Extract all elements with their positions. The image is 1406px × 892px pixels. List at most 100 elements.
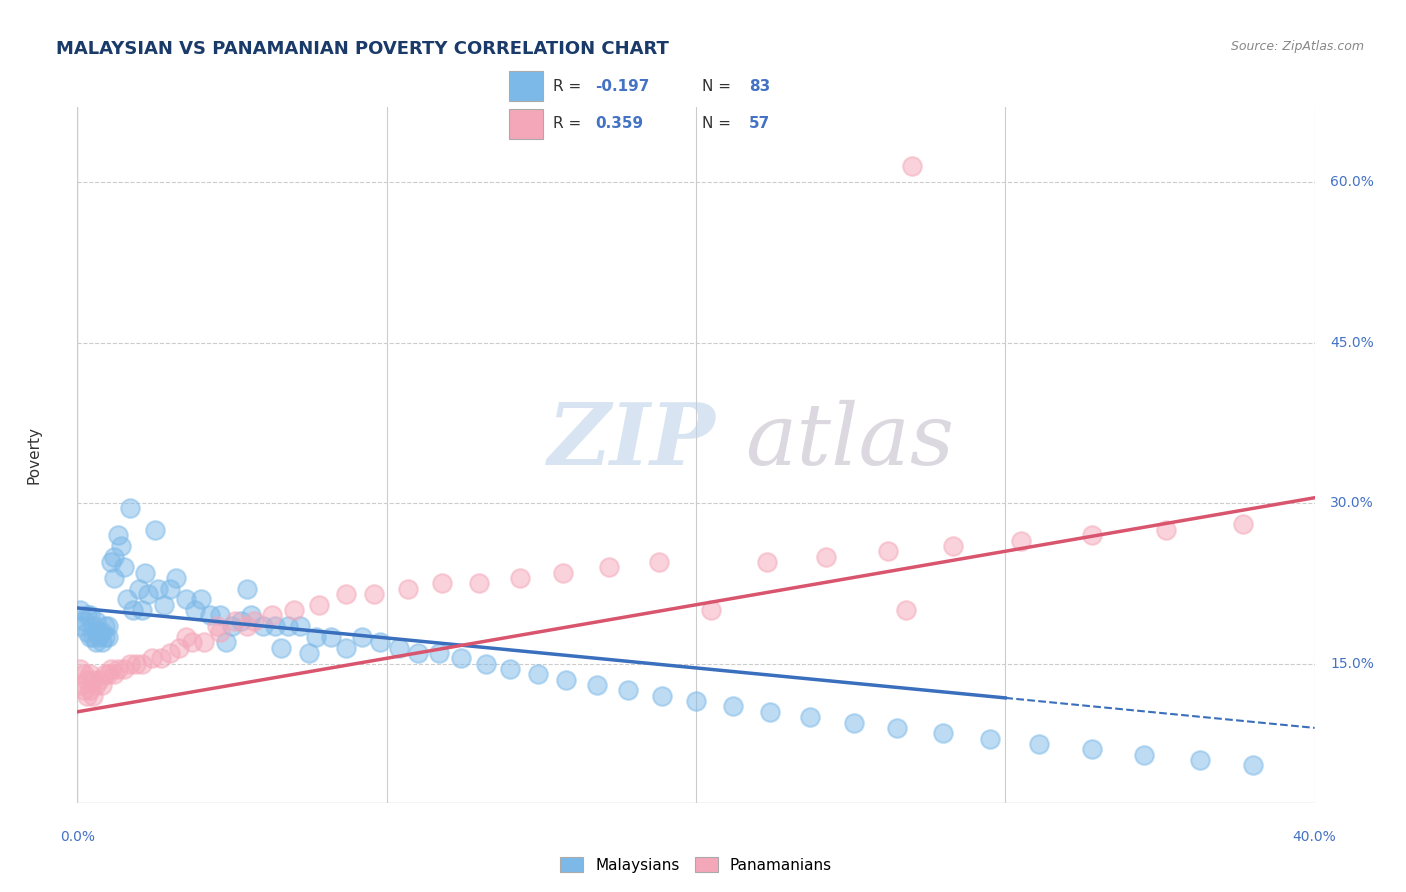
Point <box>396 582 419 596</box>
Point <box>76 689 98 703</box>
Point <box>82 673 104 687</box>
Point <box>112 560 135 574</box>
Point <box>335 640 357 655</box>
Point <box>756 555 779 569</box>
Point <box>886 721 908 735</box>
Point <box>499 662 522 676</box>
Point <box>308 598 330 612</box>
Point <box>103 571 125 585</box>
Point <box>876 544 898 558</box>
Point <box>79 608 101 623</box>
Text: 30.0%: 30.0% <box>1330 496 1374 510</box>
Point <box>141 651 163 665</box>
Text: 0.359: 0.359 <box>595 116 644 131</box>
Text: 15.0%: 15.0% <box>1330 657 1374 671</box>
Text: Source: ZipAtlas.com: Source: ZipAtlas.com <box>1230 40 1364 54</box>
Point <box>159 582 181 596</box>
Point <box>190 592 212 607</box>
Point <box>184 603 207 617</box>
Point <box>159 646 181 660</box>
Point <box>335 587 357 601</box>
Point <box>180 635 202 649</box>
Text: N =: N = <box>702 116 735 131</box>
Point <box>450 651 472 665</box>
Text: 57: 57 <box>749 116 770 131</box>
Point <box>598 560 620 574</box>
Point <box>134 566 156 580</box>
Legend: Malaysians, Panamanians: Malaysians, Panamanians <box>554 850 838 879</box>
Point <box>84 678 107 692</box>
Text: MALAYSIAN VS PANAMANIAN POVERTY CORRELATION CHART: MALAYSIAN VS PANAMANIAN POVERTY CORRELAT… <box>56 40 669 58</box>
Point <box>193 635 215 649</box>
Point <box>363 587 385 601</box>
Point <box>76 608 98 623</box>
Text: 40.0%: 40.0% <box>1292 830 1337 844</box>
Point <box>468 576 491 591</box>
Point <box>138 587 160 601</box>
Point <box>149 651 172 665</box>
Point <box>242 614 264 628</box>
Point <box>79 667 101 681</box>
Point <box>91 635 114 649</box>
Point <box>84 635 107 649</box>
Text: Poverty: Poverty <box>27 425 42 484</box>
Point <box>942 539 965 553</box>
Point <box>82 619 104 633</box>
Point <box>94 667 117 681</box>
Point <box>236 619 259 633</box>
Point <box>97 619 120 633</box>
Point <box>283 603 305 617</box>
Point <box>84 624 107 639</box>
Point <box>131 657 153 671</box>
Point <box>1154 523 1177 537</box>
Point <box>69 662 91 676</box>
Point <box>239 608 262 623</box>
Point <box>215 635 238 649</box>
Point <box>128 582 150 596</box>
Point <box>100 555 122 569</box>
Point <box>174 592 197 607</box>
Point <box>72 667 94 681</box>
Point <box>685 694 707 708</box>
Point <box>406 646 429 660</box>
Point <box>131 603 153 617</box>
Point <box>91 624 114 639</box>
Point <box>97 630 120 644</box>
Point <box>97 667 120 681</box>
Point <box>72 683 94 698</box>
Point <box>527 667 550 681</box>
Point <box>76 673 98 687</box>
Text: 45.0%: 45.0% <box>1330 335 1374 350</box>
Point <box>79 630 101 644</box>
Point <box>236 582 259 596</box>
Point <box>200 608 222 623</box>
Point <box>118 657 141 671</box>
Point <box>84 614 107 628</box>
Bar <box>509 71 543 101</box>
Point <box>1028 737 1050 751</box>
Text: 60.0%: 60.0% <box>1330 175 1374 189</box>
Point <box>1081 528 1104 542</box>
Point <box>370 635 392 649</box>
Bar <box>509 109 543 139</box>
Point <box>304 630 326 644</box>
Point <box>474 657 496 671</box>
Text: R =: R = <box>553 78 586 94</box>
Point <box>224 614 246 628</box>
Point <box>814 549 837 564</box>
Point <box>700 603 723 617</box>
Point <box>231 614 253 628</box>
Text: ZIP: ZIP <box>547 400 716 483</box>
Point <box>72 614 94 628</box>
Point <box>91 678 114 692</box>
Point <box>94 619 117 633</box>
Text: 0.0%: 0.0% <box>60 830 94 844</box>
Point <box>555 673 578 687</box>
Point <box>221 619 243 633</box>
Point <box>1081 742 1104 756</box>
Point <box>551 566 574 580</box>
Point <box>69 678 91 692</box>
Point <box>932 726 955 740</box>
Point <box>350 630 373 644</box>
Point <box>427 646 450 660</box>
